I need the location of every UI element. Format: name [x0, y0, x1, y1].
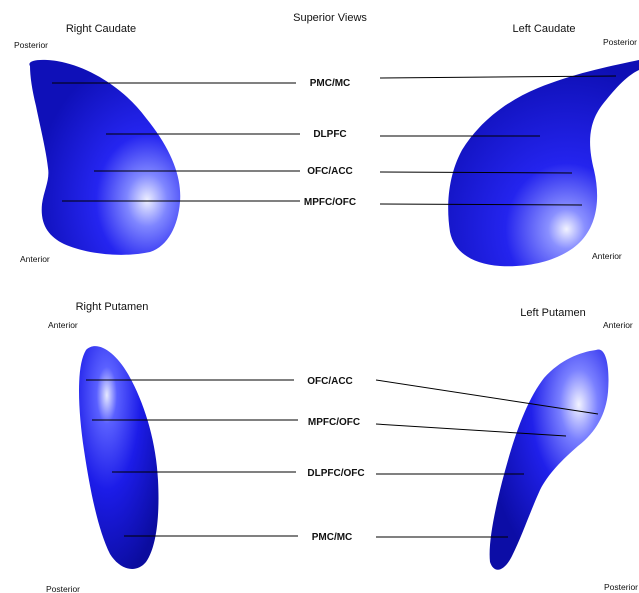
- left-putamen-shape: [489, 349, 609, 570]
- right-putamen-bottom-label: Posterior: [46, 584, 80, 593]
- right-caudate-top-label: Posterior: [14, 40, 48, 50]
- caudate-region-pmc-mc: PMC/MC: [310, 78, 351, 89]
- right-caudate-label: Right Caudate: [66, 23, 136, 35]
- left-caudate-shape: [448, 60, 639, 267]
- right-putamen-top-label: Anterior: [48, 320, 78, 330]
- putamen-region-ofc-acc: OFC/ACC: [307, 376, 353, 387]
- right-putamen-shape: [79, 346, 159, 569]
- caudate-region-dlpfc: DLPFC: [313, 129, 346, 140]
- right-caudate-shape: [29, 59, 181, 255]
- putamen-region-pmc-mc: PMC/MC: [312, 532, 353, 543]
- right-caudate-bottom-label: Anterior: [20, 254, 50, 264]
- left-putamen-bottom-label: Posterior: [604, 582, 638, 592]
- caudate-leader-pmc-mc-left: [379, 75, 617, 79]
- putamen-region-dlpfc-ofc: DLPFC/OFC: [307, 468, 364, 479]
- caudate-leader-mpfc-ofc-left: [379, 203, 583, 206]
- putamen-leader-mpfc-ofc-left: [375, 423, 567, 437]
- left-caudate-top-label: Posterior: [603, 37, 637, 47]
- left-caudate-label: Left Caudate: [513, 23, 576, 35]
- putamen-leader-ofc-acc-left: [375, 379, 599, 415]
- putamen-region-mpfc-ofc: MPFC/OFC: [308, 417, 360, 428]
- right-putamen-label: Right Putamen: [76, 301, 149, 313]
- caudate-region-ofc-acc: OFC/ACC: [307, 166, 353, 177]
- left-putamen-label: Left Putamen: [520, 307, 585, 319]
- figure-title: Superior Views: [293, 12, 367, 24]
- left-putamen-top-label: Anterior: [603, 320, 633, 330]
- left-caudate-bottom-label: Anterior: [592, 251, 622, 261]
- caudate-leader-ofc-acc-left: [379, 171, 573, 174]
- caudate-region-mpfc-ofc: MPFC/OFC: [304, 197, 356, 208]
